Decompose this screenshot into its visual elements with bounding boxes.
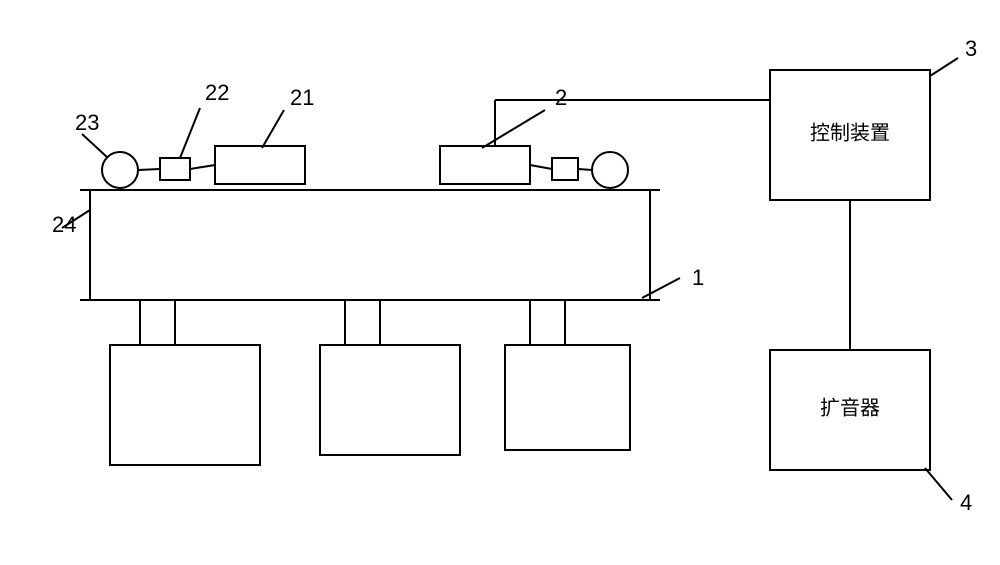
motor-right: [440, 146, 530, 184]
control-label: 控制装置: [810, 122, 890, 145]
callout-c22: 22: [205, 80, 229, 105]
leader-c22: [180, 108, 200, 158]
shaft-r1: [530, 165, 552, 169]
callout-c3: 3: [965, 36, 977, 61]
hanging-box-0: [110, 345, 260, 465]
leader-c23: [82, 134, 108, 158]
shaft-l2: [190, 165, 215, 169]
callout-c23: 23: [75, 110, 99, 135]
diagram-canvas: 控制装置扩音器123421222324: [0, 0, 1000, 565]
roller-right: [592, 152, 628, 188]
main-body: [90, 190, 650, 300]
leader-c2: [482, 110, 545, 148]
motor-left: [215, 146, 305, 184]
callout-c2: 2: [555, 85, 567, 110]
leader-c4: [925, 468, 952, 500]
hanging-box-2: [505, 345, 630, 450]
leader-c3: [930, 58, 958, 76]
shaft-r2: [578, 169, 592, 170]
coupling-left: [160, 158, 190, 180]
hanging-box-1: [320, 345, 460, 455]
amplifier-label: 扩音器: [820, 397, 880, 420]
shaft-l1: [138, 169, 160, 170]
callout-c4: 4: [960, 490, 972, 515]
leader-c1: [642, 278, 680, 298]
leader-c21: [262, 110, 284, 148]
callout-c21: 21: [290, 85, 314, 110]
callout-c1: 1: [692, 265, 704, 290]
callout-c24: 24: [52, 212, 76, 237]
coupling-right: [552, 158, 578, 180]
